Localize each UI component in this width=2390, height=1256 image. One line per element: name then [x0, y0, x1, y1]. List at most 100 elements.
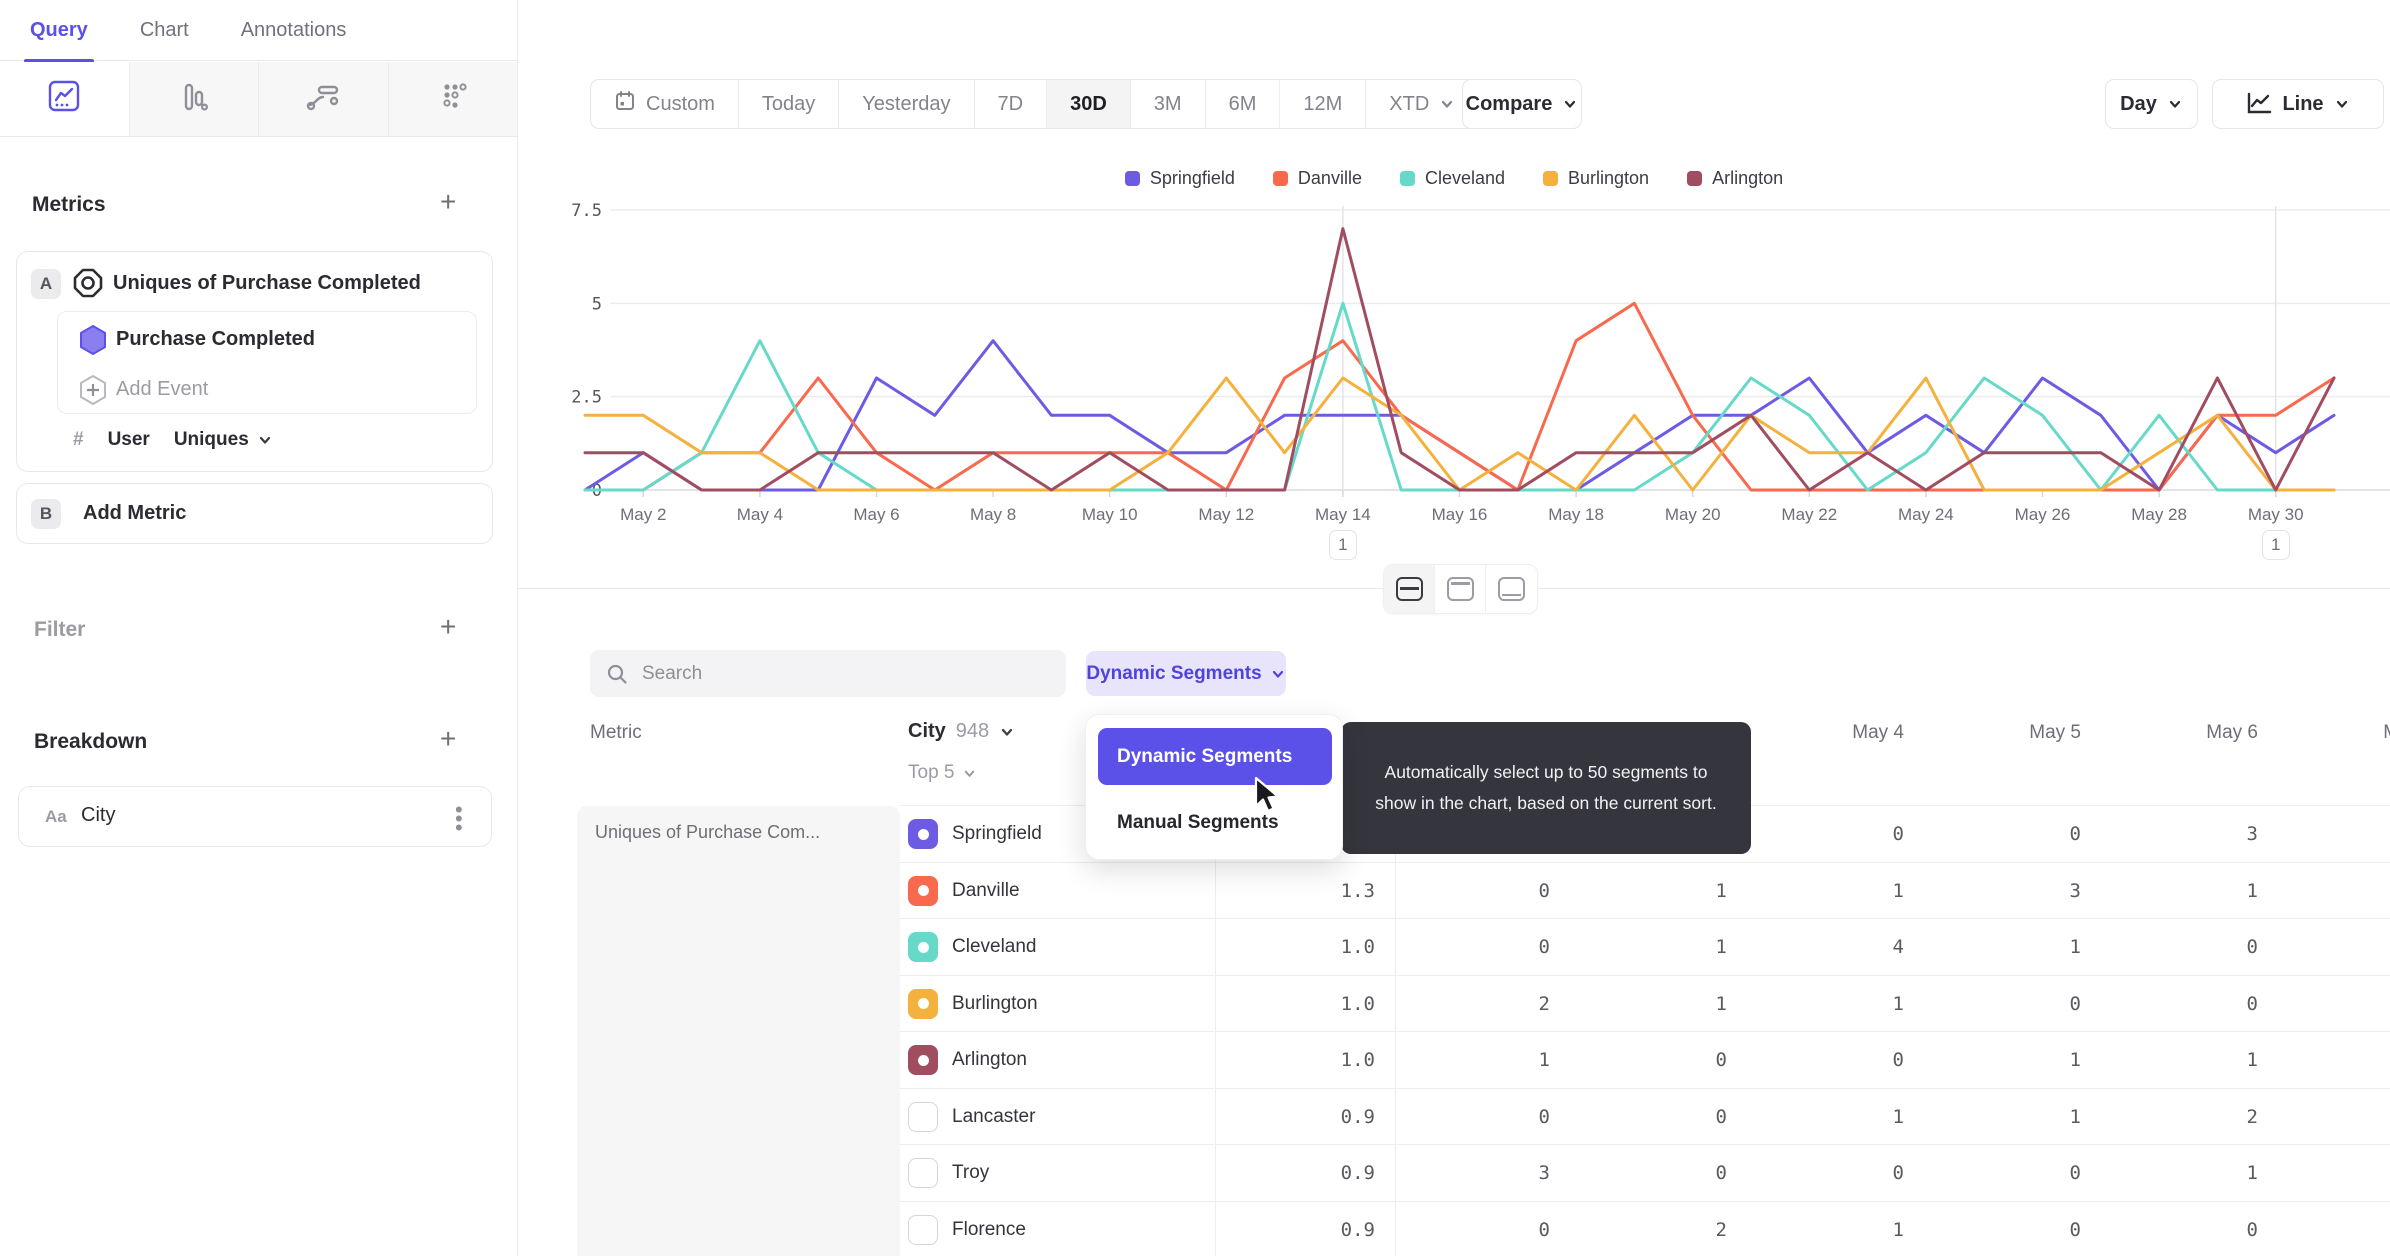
menu-item-manual-segments[interactable]: Manual Segments	[1117, 812, 1279, 833]
segments-mode-dropdown[interactable]: Dynamic Segments	[1086, 651, 1286, 696]
segment-day-value: 0	[1538, 936, 1550, 958]
segment-day-value: 2	[1538, 992, 1550, 1015]
annotation-badge[interactable]: 1	[2261, 530, 2290, 560]
svg-text:May 28: May 28	[2131, 505, 2187, 524]
segment-day-value: 0	[2069, 1218, 2081, 1241]
segment-day-value: 1	[1892, 1105, 1904, 1128]
metric-a-title[interactable]: Uniques of Purchase Completed	[113, 272, 421, 294]
segment-checkbox-cleveland[interactable]	[908, 932, 938, 962]
legend-item-burlington[interactable]: Burlington	[1543, 168, 1649, 189]
add-event-button[interactable]: Add Event	[116, 378, 209, 400]
chevron-down-icon	[1272, 670, 1283, 678]
range-7d[interactable]: 7D	[975, 80, 1048, 128]
flow-chart-tab[interactable]	[259, 62, 389, 136]
chart-style-dropdown[interactable]: Line	[2212, 79, 2384, 129]
top-tab-query[interactable]: Query	[24, 0, 94, 63]
segment-name: Danville	[952, 879, 1020, 901]
menu-item-dynamic-segments[interactable]: Dynamic Segments	[1098, 728, 1332, 785]
legend-item-springfield[interactable]: Springfield	[1124, 168, 1235, 189]
row-separator	[900, 1144, 2390, 1145]
svg-text:May 20: May 20	[1665, 505, 1721, 524]
segment-checkbox-troy[interactable]	[908, 1158, 938, 1188]
range-12m[interactable]: 12M	[1280, 80, 1367, 128]
segment-day-value: 0	[2069, 823, 2081, 845]
calendar-icon	[616, 91, 634, 110]
segment-day-value: 2	[2246, 1105, 2258, 1128]
segment-name: Cleveland	[952, 936, 1037, 957]
range-30d[interactable]: 30D	[1047, 80, 1131, 128]
breakdown-city-card[interactable]: Aa City • • •	[18, 786, 492, 847]
segment-day-value: 1	[1715, 992, 1727, 1015]
aggregation-row: # User Uniques	[73, 429, 273, 451]
event-name[interactable]: Purchase Completed	[116, 328, 315, 350]
legend-item-cleveland[interactable]: Cleveland	[1399, 168, 1505, 189]
add-breakdown-button[interactable]: +	[440, 723, 457, 754]
agg-hash-icon: #	[73, 429, 84, 450]
layout-chart-only-button[interactable]	[1435, 565, 1486, 613]
range-6m[interactable]: 6M	[1206, 80, 1281, 128]
legend-item-arlington[interactable]: Arlington	[1687, 168, 1783, 189]
segment-avg-value: 0.9	[1340, 1162, 1375, 1184]
legend-item-danville[interactable]: Danville	[1272, 168, 1362, 189]
agg-type-dropdown[interactable]: Uniques	[174, 429, 273, 451]
legend-label: Springfield	[1149, 168, 1235, 188]
top-tab-annotations[interactable]: Annotations	[240, 18, 347, 41]
range-yesterday[interactable]: Yesterday	[839, 80, 975, 128]
segment-day-value: 0	[2069, 1162, 2081, 1184]
segment-day-value: 0	[1715, 1105, 1727, 1128]
layout-split-button[interactable]	[1384, 565, 1435, 613]
segment-day-value: 3	[2069, 879, 2081, 902]
segment-checkbox-springfield[interactable]	[908, 819, 938, 849]
bar-chart-tab[interactable]	[130, 62, 259, 136]
svg-text:5: 5	[592, 294, 602, 314]
range-custom[interactable]: Custom	[591, 80, 739, 128]
range-3m[interactable]: 3M	[1131, 80, 1206, 128]
top-tab-chart[interactable]: Chart	[139, 18, 189, 41]
segment-day-value: 3	[2246, 823, 2258, 845]
agg-scope[interactable]: User	[107, 429, 150, 450]
add-filter-button[interactable]: +	[440, 611, 457, 642]
group-column-header[interactable]: City 948	[908, 720, 1015, 743]
segment-checkbox-lancaster[interactable]	[908, 1101, 938, 1132]
segment-checkbox-burlington[interactable]	[908, 988, 938, 1019]
layout-table-only-button[interactable]	[1486, 565, 1537, 613]
metric-b-badge: B	[31, 499, 61, 529]
line-chart-tab[interactable]	[0, 62, 130, 136]
segment-search-input[interactable]: Search	[590, 650, 1066, 697]
column-divider	[1215, 805, 1216, 1256]
metric-octagon-icon	[71, 266, 105, 305]
segment-checkbox-danville[interactable]	[908, 875, 938, 906]
segment-day-value: 0	[1538, 879, 1550, 902]
segment-day-value: 3	[1538, 1162, 1550, 1184]
legend-label: Arlington	[1712, 168, 1784, 188]
property-type-icon: Aa	[45, 807, 67, 826]
event-hexagon-icon	[78, 324, 108, 361]
bar-chart-icon	[176, 79, 212, 120]
metric-a-badge: A	[31, 269, 61, 299]
calendar-icon	[614, 90, 636, 118]
segment-day-value: 4	[1892, 936, 1904, 958]
chevron-down-icon	[965, 770, 975, 777]
legend-swatch	[1687, 171, 1703, 186]
range-xtd[interactable]: XTD	[1366, 80, 1478, 128]
segment-checkbox-arlington[interactable]	[908, 1045, 938, 1075]
range-label: 7D	[997, 92, 1024, 115]
range-today[interactable]: Today	[739, 80, 840, 128]
segment-avg-value: 0.9	[1340, 1218, 1375, 1241]
kebab-menu-icon[interactable]: • • •	[455, 797, 463, 840]
scatter-chart-tab[interactable]	[389, 62, 518, 136]
annotation-badge[interactable]: 1	[1328, 530, 1357, 560]
svg-text:7.5: 7.5	[571, 201, 602, 221]
metric-b-card[interactable]: B Add Metric	[16, 483, 493, 544]
chevron-down-icon	[2336, 100, 2347, 108]
segment-checkbox-florence[interactable]	[908, 1214, 938, 1245]
granularity-dropdown[interactable]: Day	[2105, 79, 2198, 129]
split-view-icon	[1395, 577, 1423, 601]
top-n-dropdown[interactable]: Top 5	[908, 762, 977, 784]
add-metric-plus-button[interactable]: +	[440, 186, 457, 217]
query-sidebar: Query Chart Annotations Metrics + A Unique…	[0, 0, 518, 1256]
compare-button[interactable]: Compare	[1462, 79, 1582, 129]
add-metric-button[interactable]: Add Metric	[83, 502, 187, 524]
